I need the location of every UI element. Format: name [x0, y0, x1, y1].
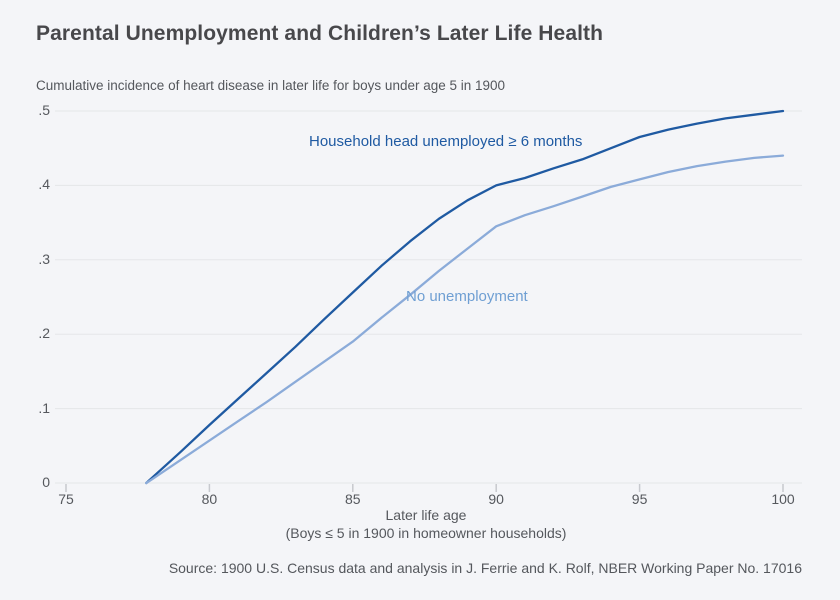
x-axis-title: Later life age [385, 507, 467, 523]
chart-title: Parental Unemployment and Children’s Lat… [36, 22, 604, 45]
y-tick-label: .5 [38, 102, 50, 118]
series-label-no-unemployment: No unemployment [406, 288, 528, 305]
y-tick-label: .4 [38, 176, 50, 193]
series-line-no-unemployment [145, 154, 785, 485]
series-line-household-head-unemployed-6-months [145, 109, 785, 485]
y-tick-label: 0 [42, 474, 50, 490]
x-tick-label: 95 [631, 491, 648, 507]
y-tick-label: .3 [38, 250, 50, 267]
x-axis-note: (Boys ≤ 5 in 1900 in homeowner household… [285, 525, 567, 541]
x-tick-label: 100 [771, 491, 795, 507]
series-label-unemployed: Household head unemployed ≥ 6 months [309, 133, 583, 150]
x-tick-label: 85 [345, 491, 361, 507]
y-tick-label: .2 [38, 325, 50, 342]
x-tick-label: 75 [58, 491, 74, 507]
chart-subtitle: Cumulative incidence of heart disease in… [36, 78, 506, 93]
x-tick-label: 80 [201, 491, 218, 507]
source-note: Source: 1900 U.S. Census data and analys… [168, 560, 802, 576]
y-tick-label: .1 [38, 399, 50, 416]
x-tick-label: 90 [488, 491, 504, 507]
